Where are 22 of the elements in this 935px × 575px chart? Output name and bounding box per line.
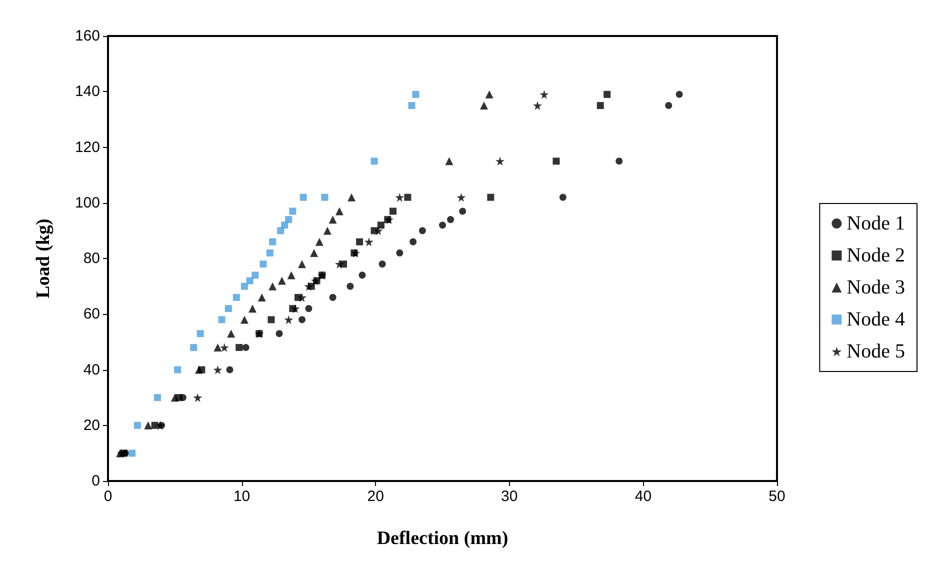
x-tick-label: 40 [634, 488, 652, 505]
x-tick-label: 30 [501, 488, 518, 505]
y-tick-label: 140 [74, 83, 100, 100]
y-tick-label: 60 [83, 306, 100, 323]
x-axis-title: Deflection (mm) [376, 528, 508, 549]
legend-label: Node 5 [846, 340, 906, 362]
y-tick-label: 100 [74, 194, 100, 212]
y-axis-title: Load (kg) [33, 218, 54, 298]
y-tick-label: 0 [92, 472, 100, 490]
legend-label: Node 4 [846, 308, 906, 330]
y-tick-label: 40 [83, 361, 100, 378]
x-tick-label: 50 [768, 488, 786, 505]
x-tick-label: 0 [104, 488, 112, 505]
y-tick-label: 120 [74, 138, 100, 156]
legend-label: Node 1 [846, 212, 906, 234]
y-tick-label: 160 [74, 28, 100, 44]
y-tick-label: 80 [83, 250, 100, 267]
legend-label: Node 2 [846, 244, 906, 266]
y-tick-label: 20 [83, 416, 100, 434]
legend-label: Node 3 [846, 276, 906, 298]
x-tick-label: 10 [233, 488, 250, 505]
x-tick-label: 20 [367, 488, 384, 505]
